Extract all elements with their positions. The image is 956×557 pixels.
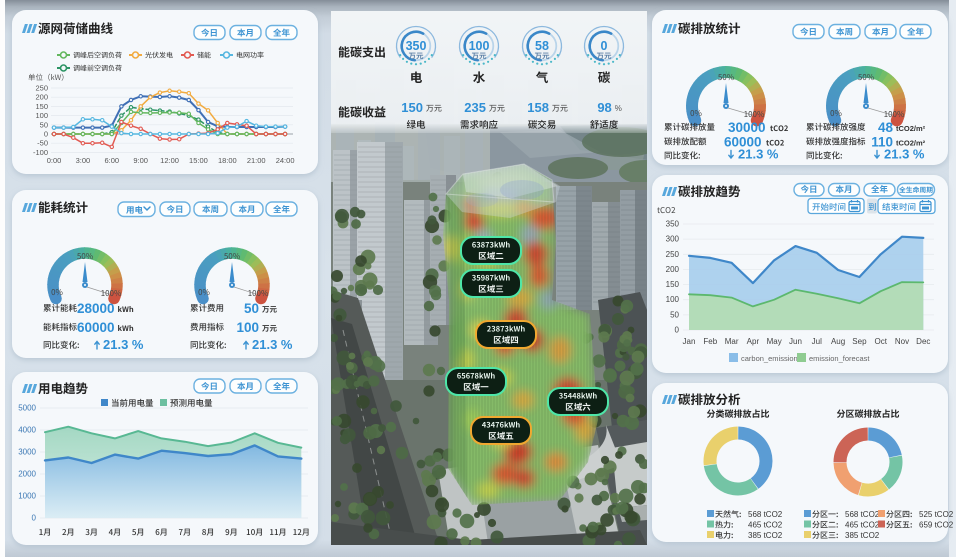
svg-text:May: May xyxy=(767,337,782,346)
svg-text:48: 48 xyxy=(878,120,894,135)
svg-text:Jul: Jul xyxy=(812,337,822,346)
svg-text:tCO2/m²: tCO2/m² xyxy=(896,139,926,148)
svg-text:-100: -100 xyxy=(33,148,48,157)
svg-text:0: 0 xyxy=(675,326,680,335)
svg-text:100: 100 xyxy=(236,320,259,335)
svg-text:465 tCO2: 465 tCO2 xyxy=(845,521,880,530)
svg-text:350: 350 xyxy=(666,219,680,228)
svg-text:28000: 28000 xyxy=(77,301,115,316)
svg-text:98: 98 xyxy=(597,100,611,115)
svg-text:-50: -50 xyxy=(37,139,48,148)
svg-text:24:00: 24:00 xyxy=(276,156,295,165)
svg-text:659 tCO2: 659 tCO2 xyxy=(919,521,954,530)
svg-text:150: 150 xyxy=(666,280,680,289)
svg-text:Nov: Nov xyxy=(895,337,909,346)
svg-text:Dec: Dec xyxy=(916,337,930,346)
svg-text:6:00: 6:00 xyxy=(104,156,119,165)
svg-text:568 tCO2: 568 tCO2 xyxy=(845,510,880,519)
svg-text:3000: 3000 xyxy=(18,448,36,457)
svg-text:200: 200 xyxy=(666,265,680,274)
svg-text:21.3 %: 21.3 % xyxy=(252,337,293,352)
svg-text:100: 100 xyxy=(666,295,680,304)
svg-text:568 tCO2: 568 tCO2 xyxy=(748,510,783,519)
svg-text:385 tCO2: 385 tCO2 xyxy=(748,531,783,540)
svg-text:30000: 30000 xyxy=(728,120,766,135)
svg-text:158: 158 xyxy=(527,100,549,115)
svg-text:carbon_emission: carbon_emission xyxy=(741,354,798,363)
svg-text:21.3 %: 21.3 % xyxy=(738,147,779,162)
svg-text:250: 250 xyxy=(666,250,680,259)
svg-text:15:00: 15:00 xyxy=(189,156,208,165)
svg-text:235: 235 xyxy=(464,100,486,115)
svg-text:0: 0 xyxy=(44,130,48,139)
svg-text:465 tCO2: 465 tCO2 xyxy=(748,521,783,530)
svg-text:Sep: Sep xyxy=(852,337,867,346)
svg-text:3:00: 3:00 xyxy=(76,156,91,165)
svg-text:Apr: Apr xyxy=(747,337,760,346)
svg-text:4000: 4000 xyxy=(18,426,36,435)
svg-text:60000: 60000 xyxy=(724,135,762,150)
svg-text:0:00: 0:00 xyxy=(47,156,62,165)
svg-text:150: 150 xyxy=(35,102,48,111)
svg-text:0: 0 xyxy=(32,514,37,523)
svg-text:0: 0 xyxy=(601,39,608,53)
svg-text:58: 58 xyxy=(535,39,549,53)
svg-text:emission_forecast: emission_forecast xyxy=(809,354,870,363)
svg-text:1000: 1000 xyxy=(18,492,36,501)
svg-text:100: 100 xyxy=(469,39,490,53)
svg-text:21:00: 21:00 xyxy=(247,156,266,165)
svg-text:300: 300 xyxy=(666,235,680,244)
svg-text:Jun: Jun xyxy=(789,337,802,346)
svg-text:%: % xyxy=(615,104,622,113)
svg-text:350: 350 xyxy=(406,39,427,53)
svg-text:525 tCO2: 525 tCO2 xyxy=(919,510,954,519)
svg-text:Oct: Oct xyxy=(874,337,887,346)
svg-text:385 tCO2: 385 tCO2 xyxy=(845,531,880,540)
svg-text:50: 50 xyxy=(244,301,259,316)
svg-text:50: 50 xyxy=(670,310,679,319)
svg-text:Aug: Aug xyxy=(831,337,845,346)
svg-text:250: 250 xyxy=(35,84,48,93)
svg-text:Jan: Jan xyxy=(683,337,696,346)
svg-text:12:00: 12:00 xyxy=(160,156,179,165)
svg-text:110: 110 xyxy=(871,135,893,150)
svg-text:Mar: Mar xyxy=(725,337,739,346)
svg-text:Feb: Feb xyxy=(703,337,717,346)
svg-text:5000: 5000 xyxy=(18,404,36,413)
svg-text:100: 100 xyxy=(35,111,48,120)
svg-text:200: 200 xyxy=(35,93,48,102)
svg-text:50: 50 xyxy=(40,120,48,129)
svg-text:2000: 2000 xyxy=(18,470,36,479)
svg-text:150: 150 xyxy=(401,100,423,115)
svg-text:60000: 60000 xyxy=(77,320,115,335)
svg-text:tCO2/m²: tCO2/m² xyxy=(896,124,926,133)
svg-text:21.3 %: 21.3 % xyxy=(103,337,144,352)
svg-text:18:00: 18:00 xyxy=(218,156,237,165)
svg-text:9:00: 9:00 xyxy=(133,156,148,165)
svg-text:21.3 %: 21.3 % xyxy=(884,147,925,162)
